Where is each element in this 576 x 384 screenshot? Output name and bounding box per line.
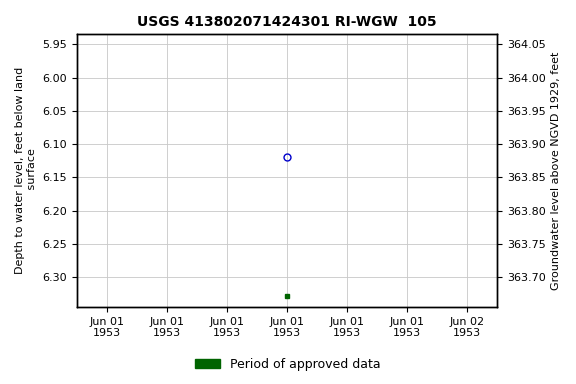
Title: USGS 413802071424301 RI-WGW  105: USGS 413802071424301 RI-WGW 105 [137, 15, 437, 29]
Y-axis label: Depth to water level, feet below land
 surface: Depth to water level, feet below land su… [15, 67, 37, 274]
Legend: Period of approved data: Period of approved data [190, 353, 386, 376]
Y-axis label: Groundwater level above NGVD 1929, feet: Groundwater level above NGVD 1929, feet [551, 51, 561, 290]
